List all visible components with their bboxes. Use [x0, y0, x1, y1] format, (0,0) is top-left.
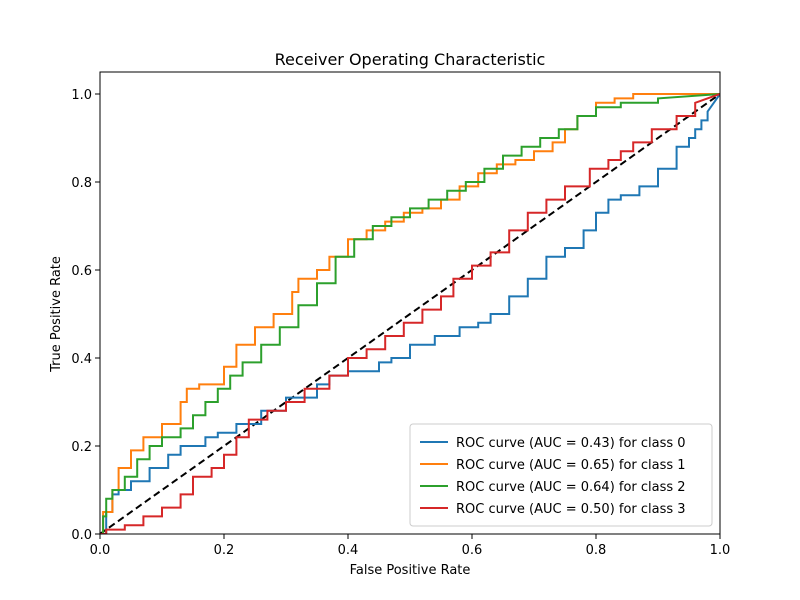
x-tick-label: 1.0	[710, 543, 731, 558]
series-group	[100, 93, 720, 534]
y-axis-label: True Positive Rate	[49, 256, 64, 373]
legend: ROC curve (AUC = 0.43) for class 0 ROC cu…	[409, 423, 713, 527]
legend-entry-label: ROC curve (AUC = 0.43) for class 0	[456, 436, 686, 451]
legend-entry-label: ROC curve (AUC = 0.65) for class 1	[456, 458, 686, 473]
y-tick-label: 0.0	[71, 528, 92, 543]
x-tick-label: 0.2	[214, 543, 235, 558]
roc-series-0	[100, 93, 720, 534]
legend-entry-label: ROC curve (AUC = 0.64) for class 2	[456, 480, 686, 495]
x-axis-label: False Positive Rate	[350, 563, 471, 578]
chart-title: Receiver Operating Characteristic	[275, 50, 546, 69]
roc-series-2	[100, 93, 720, 534]
legend-entry-label: ROC curve (AUC = 0.50) for class 3	[456, 502, 686, 517]
x-tick-label: 0.8	[586, 543, 607, 558]
legend-box	[409, 423, 713, 527]
y-tick-label: 0.4	[71, 352, 92, 367]
plot-area	[99, 71, 721, 535]
plot-frame	[99, 71, 721, 535]
x-axis-ticks: 0.0 0.2 0.4 0.6 0.8 1.0	[90, 534, 731, 558]
y-tick-label: 0.2	[71, 440, 92, 455]
reference-diagonal-line	[100, 93, 720, 534]
x-tick-label: 0.6	[462, 543, 483, 558]
roc-series-3	[100, 93, 720, 534]
x-tick-label: 0.0	[90, 543, 111, 558]
y-tick-label: 1.0	[71, 88, 92, 103]
y-tick-label: 0.6	[71, 264, 92, 279]
y-tick-label: 0.8	[71, 176, 92, 191]
x-tick-label: 0.4	[338, 543, 359, 558]
y-axis-ticks: 0.0 0.2 0.4 0.6 0.8 1.0	[71, 88, 100, 543]
